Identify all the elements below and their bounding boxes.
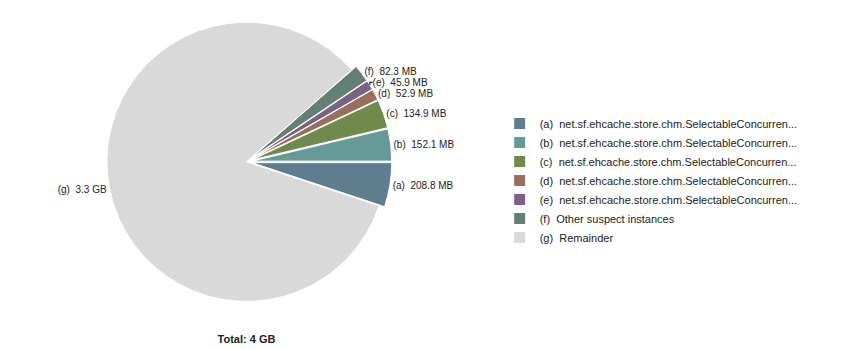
- svg-text:(b) net.sf.ehcache.store.chm.: (b) net.sf.ehcache.store.chm.SelectableC…: [540, 137, 797, 149]
- svg-text:(a) 208.8 MB: (a) 208.8 MB: [393, 180, 454, 191]
- svg-text:(d) 52.9 MB: (d) 52.9 MB: [378, 88, 433, 99]
- svg-text:(e) net.sf.ehcache.store.chm.: (e) net.sf.ehcache.store.chm.SelectableC…: [540, 194, 797, 206]
- svg-text:(f) 82.3 MB: (f) 82.3 MB: [364, 66, 417, 77]
- svg-text:(a) net.sf.ehcache.store.chm.: (a) net.sf.ehcache.store.chm.SelectableC…: [540, 118, 797, 130]
- svg-text:Total: 4 GB: Total: 4 GB: [218, 333, 276, 345]
- svg-text:(c) net.sf.ehcache.store.chm.: (c) net.sf.ehcache.store.chm.SelectableC…: [540, 156, 797, 168]
- svg-text:(e) 45.9 MB: (e) 45.9 MB: [373, 77, 428, 88]
- svg-text:(c) 134.9 MB: (c) 134.9 MB: [386, 108, 446, 119]
- svg-text:(f) Other suspect instances: (f) Other suspect instances: [540, 213, 675, 225]
- svg-text:(b) 152.1 MB: (b) 152.1 MB: [394, 139, 455, 150]
- svg-text:(g) 3.3 GB: (g) 3.3 GB: [58, 184, 107, 195]
- svg-text:(g) Remainder: (g) Remainder: [540, 232, 614, 244]
- svg-text:(d) net.sf.ehcache.store.chm.: (d) net.sf.ehcache.store.chm.SelectableC…: [540, 175, 797, 187]
